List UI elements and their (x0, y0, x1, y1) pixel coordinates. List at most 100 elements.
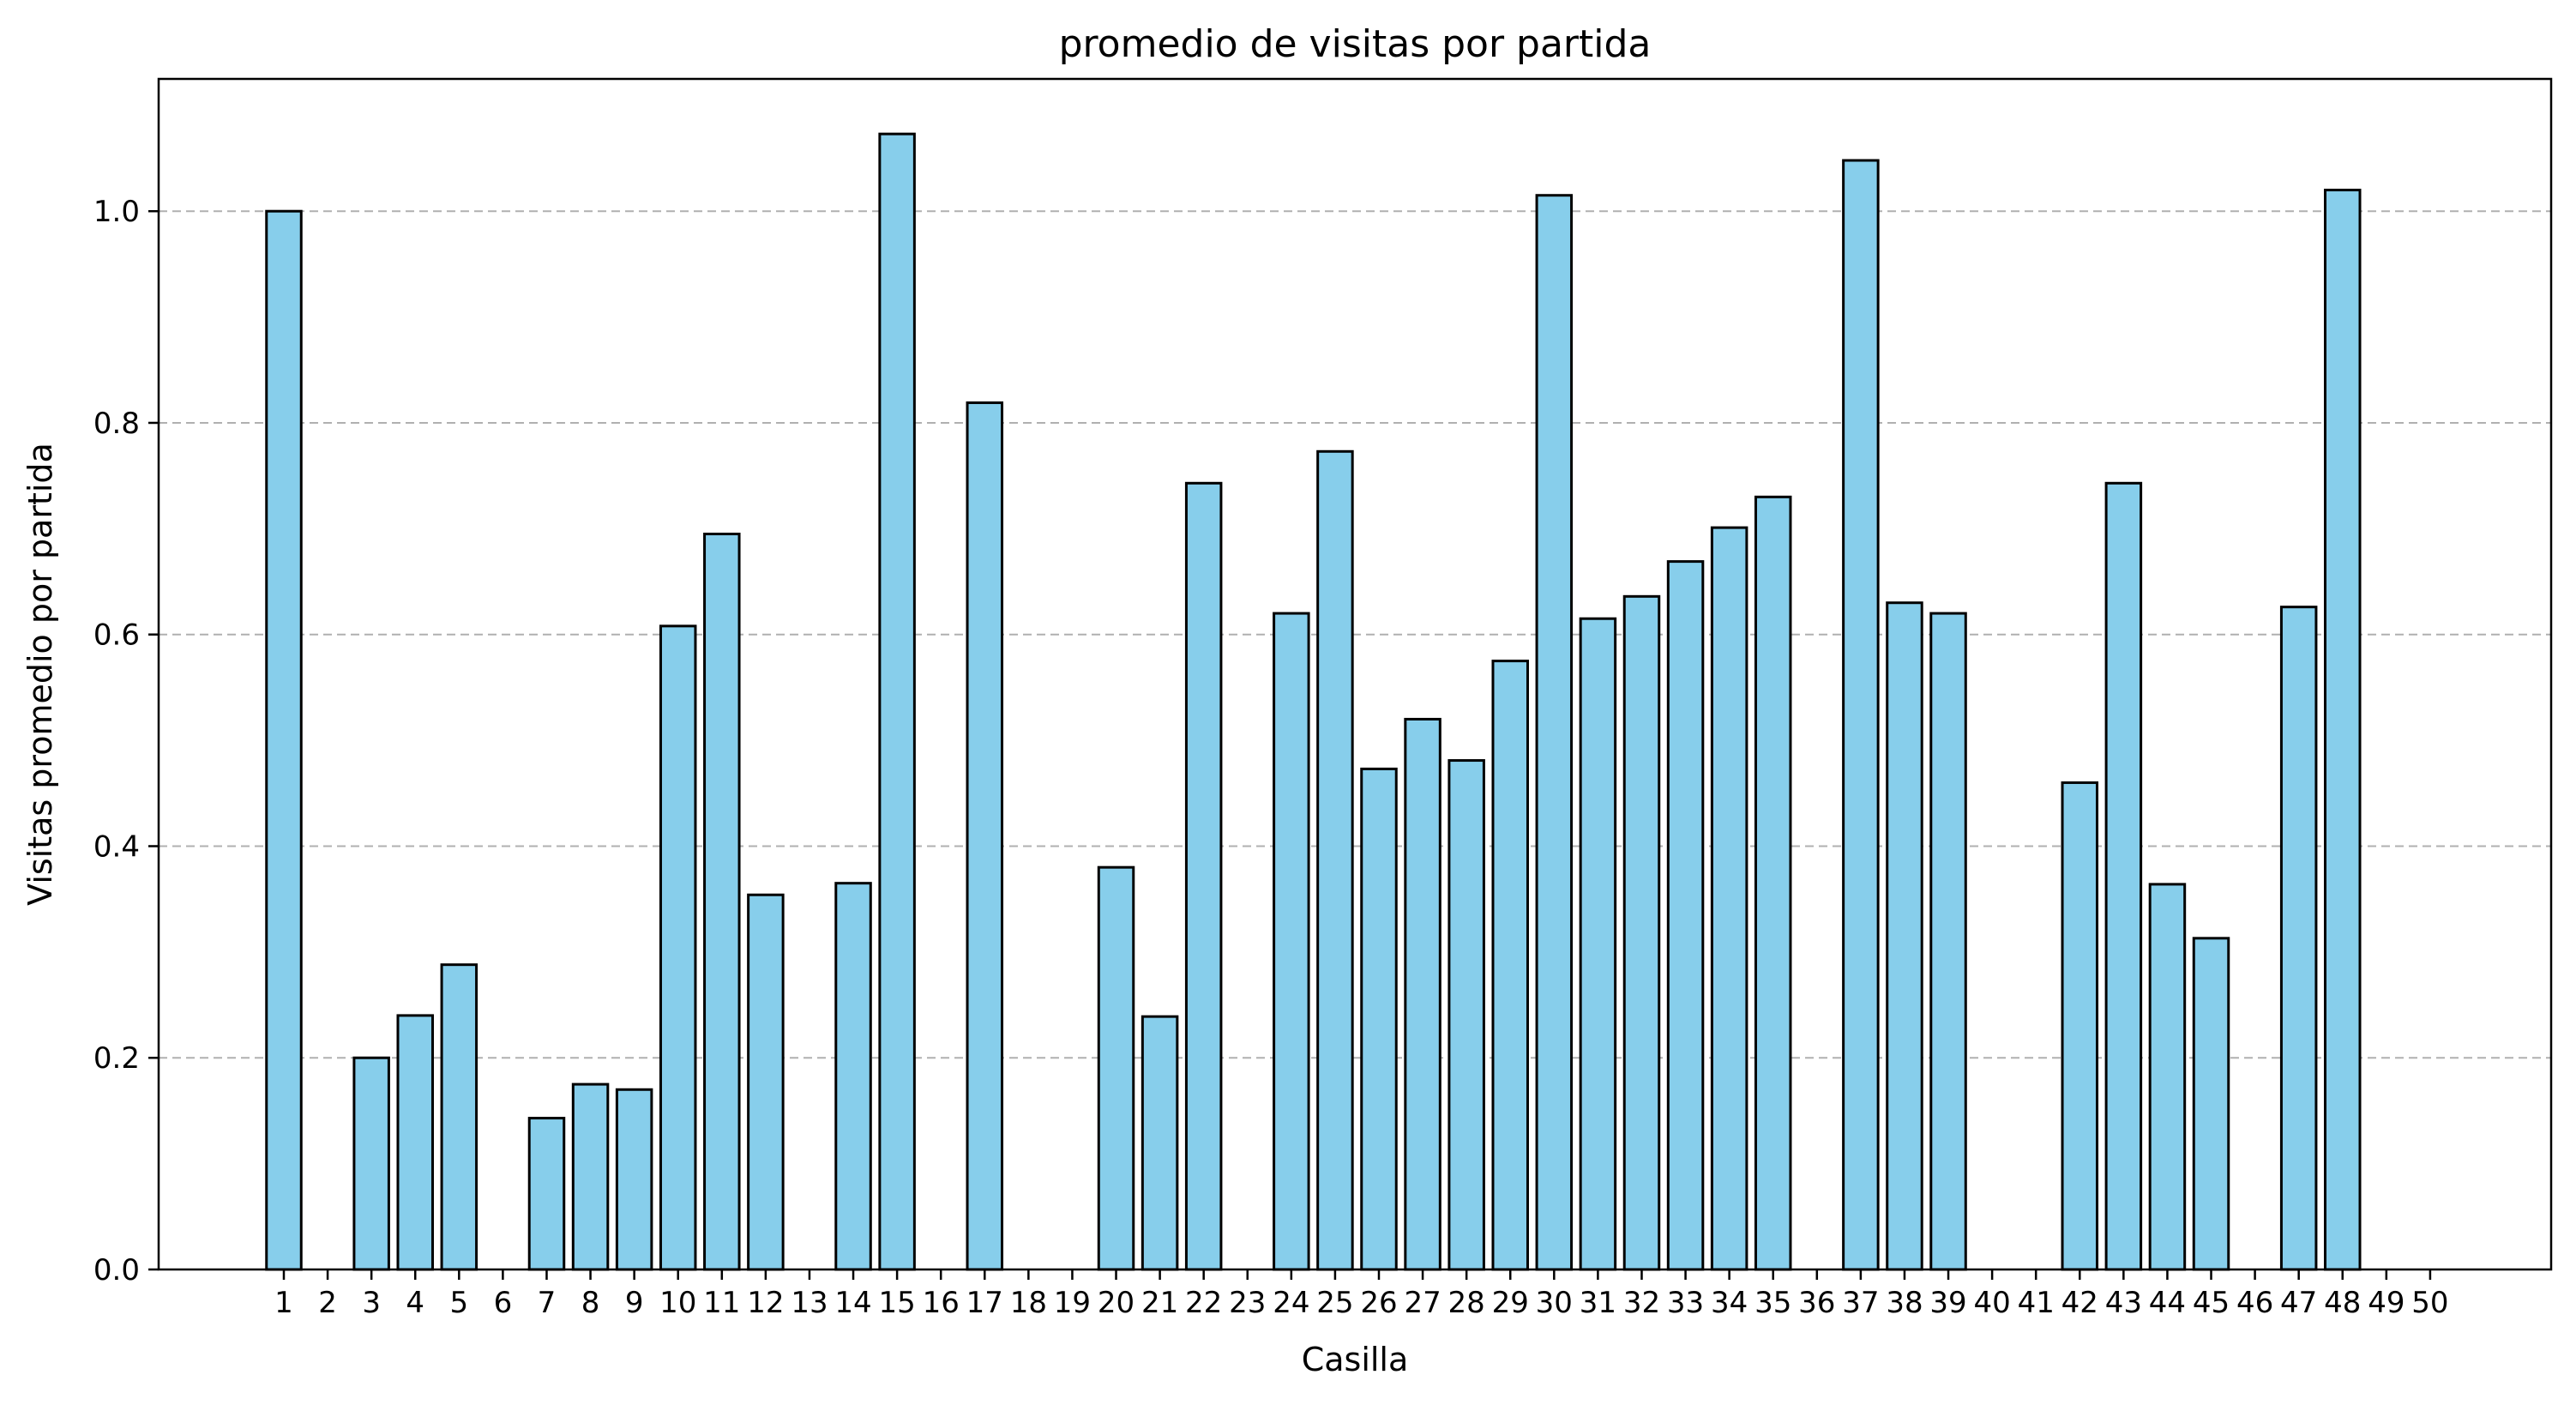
x-tick-label-31: 31 (1580, 1286, 1616, 1320)
x-tick-label-25: 25 (1316, 1286, 1353, 1320)
x-tick-label-15: 15 (878, 1286, 915, 1320)
bar-39 (1929, 612, 1967, 1271)
x-axis-label: Casilla (1302, 1341, 1409, 1378)
x-tick-label-2: 2 (318, 1286, 337, 1320)
bar-10 (659, 624, 697, 1271)
x-tick-label-50: 50 (2411, 1286, 2448, 1320)
x-tick-label-27: 27 (1404, 1286, 1441, 1320)
x-tick-label-24: 24 (1273, 1286, 1309, 1320)
x-tick-label-41: 41 (2018, 1286, 2055, 1320)
bar-45 (2192, 937, 2230, 1271)
bar-35 (1754, 495, 1792, 1271)
y-tick-label-0: 0.0 (93, 1253, 140, 1287)
x-tick-label-12: 12 (747, 1286, 784, 1320)
x-tick-label-33: 33 (1667, 1286, 1704, 1320)
bar-29 (1491, 660, 1529, 1271)
bar-4 (396, 1014, 434, 1271)
x-tick-label-5: 5 (449, 1286, 468, 1320)
bar-8 (571, 1082, 610, 1271)
x-tick-label-21: 21 (1141, 1286, 1178, 1320)
x-tick-label-37: 37 (1842, 1286, 1879, 1320)
x-tick-label-8: 8 (581, 1286, 600, 1320)
bar-9 (615, 1088, 653, 1271)
x-tick-label-11: 11 (703, 1286, 740, 1320)
x-tick-label-1: 1 (274, 1286, 293, 1320)
x-tick-label-20: 20 (1098, 1286, 1135, 1320)
x-tick-label-29: 29 (1492, 1286, 1529, 1320)
x-tick-label-14: 14 (834, 1286, 871, 1320)
bar-20 (1097, 865, 1135, 1271)
y-tick-label-3: 0.6 (93, 618, 140, 653)
x-tick-label-46: 46 (2236, 1286, 2273, 1320)
x-tick-label-32: 32 (1623, 1286, 1660, 1320)
bar-48 (2324, 189, 2362, 1271)
bar-42 (2061, 781, 2099, 1271)
bar-17 (966, 401, 1004, 1271)
x-tick-label-30: 30 (1536, 1286, 1573, 1320)
x-tick-label-35: 35 (1754, 1286, 1791, 1320)
x-tick-label-7: 7 (538, 1286, 557, 1320)
bar-22 (1184, 481, 1223, 1271)
bar-27 (1404, 717, 1441, 1271)
y-tick-label-2: 0.4 (93, 829, 140, 864)
bar-26 (1360, 767, 1398, 1271)
x-tick-label-28: 28 (1448, 1286, 1485, 1320)
chart-title: promedio de visitas por partida (1059, 22, 1652, 66)
x-axis-ticks: 1 2 3 4 5 6 7 8 9 10 11 12 13 14 15 16 17 18 19 20 21 22 23 24 2… (274, 1269, 2449, 1320)
x-tick-label-26: 26 (1360, 1286, 1397, 1320)
y-tick-label-5: 1.0 (93, 195, 140, 229)
bar-28 (1447, 759, 1485, 1271)
x-tick-label-10: 10 (659, 1286, 696, 1320)
bar-32 (1622, 594, 1661, 1271)
x-tick-label-16: 16 (923, 1286, 960, 1320)
bar-14 (834, 882, 872, 1271)
x-tick-label-22: 22 (1185, 1286, 1222, 1320)
x-tick-label-18: 18 (1010, 1286, 1047, 1320)
bar-15 (878, 132, 916, 1271)
bar-34 (1710, 526, 1748, 1271)
x-tick-label-23: 23 (1229, 1286, 1266, 1320)
bar-33 (1666, 560, 1705, 1271)
bar-7 (527, 1117, 566, 1271)
bar-5 (440, 963, 478, 1271)
bar-38 (1886, 601, 1923, 1271)
bars (265, 132, 2362, 1271)
bar-24 (1273, 612, 1310, 1271)
y-tick-label-1: 0.2 (93, 1041, 140, 1076)
bar-30 (1535, 194, 1574, 1271)
bar-37 (1842, 159, 1880, 1271)
y-tick-label-4: 0.8 (93, 407, 140, 441)
x-tick-label-43: 43 (2105, 1286, 2142, 1320)
x-tick-label-45: 45 (2193, 1286, 2230, 1320)
bar-44 (2148, 883, 2187, 1271)
x-tick-label-9: 9 (625, 1286, 644, 1320)
x-tick-label-47: 47 (2280, 1286, 2317, 1320)
x-tick-label-42: 42 (2061, 1286, 2098, 1320)
x-tick-label-13: 13 (791, 1286, 828, 1320)
x-tick-label-6: 6 (494, 1286, 513, 1320)
bar-21 (1141, 1015, 1179, 1271)
bar-12 (747, 893, 785, 1271)
x-tick-label-44: 44 (2149, 1286, 2186, 1320)
bar-3 (352, 1056, 390, 1271)
x-tick-label-39: 39 (1929, 1286, 1966, 1320)
bar-25 (1316, 449, 1354, 1271)
y-axis-label: Visitas promedio por partida (21, 443, 59, 906)
bar-43 (2104, 481, 2143, 1271)
plot-frame (157, 77, 2553, 1271)
bar-31 (1579, 617, 1617, 1271)
x-tick-label-36: 36 (1798, 1286, 1835, 1320)
x-tick-label-38: 38 (1886, 1286, 1923, 1320)
x-tick-label-40: 40 (1973, 1286, 2010, 1320)
x-tick-label-17: 17 (966, 1286, 1003, 1320)
x-tick-label-34: 34 (1711, 1286, 1748, 1320)
x-tick-label-19: 19 (1054, 1286, 1091, 1320)
bar-1 (265, 209, 303, 1271)
bar-47 (2279, 606, 2318, 1271)
y-axis-ticks: 0.0 0.2 0.4 0.6 0.8 1.0 (93, 195, 159, 1287)
x-tick-label-4: 4 (406, 1286, 424, 1320)
x-tick-label-48: 48 (2324, 1286, 2361, 1320)
x-tick-label-3: 3 (362, 1286, 381, 1320)
gridlines (159, 210, 2551, 1059)
